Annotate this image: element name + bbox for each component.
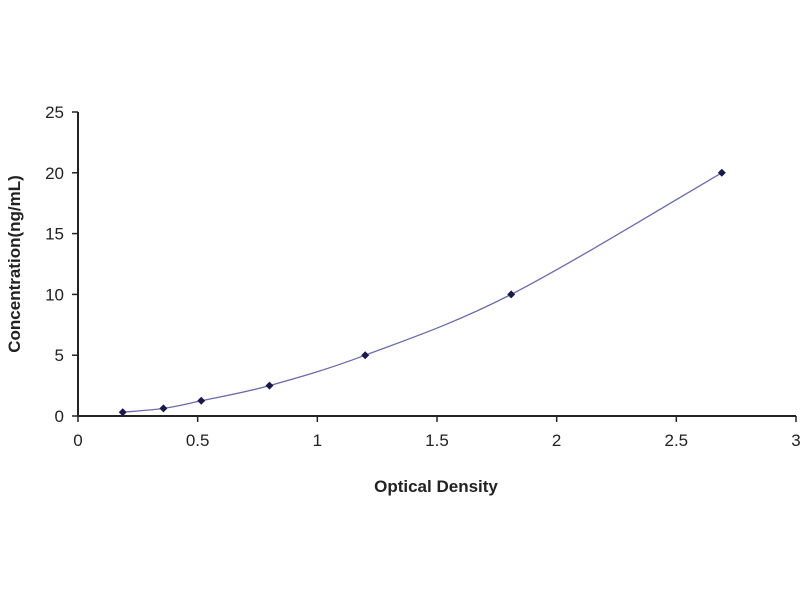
x-tick-label: 1 <box>313 431 322 450</box>
y-tick-label: 25 <box>45 103 64 122</box>
data-points <box>118 168 726 417</box>
y-tick-label: 0 <box>55 407 64 426</box>
data-point <box>118 408 127 417</box>
x-tick-label: 0.5 <box>186 431 210 450</box>
data-point <box>717 168 726 177</box>
data-point <box>361 351 370 360</box>
data-point <box>265 381 274 390</box>
y-tick-label: 20 <box>45 164 64 183</box>
y-tick-label: 10 <box>45 285 64 304</box>
y-axis-title: Concentration(ng/mL) <box>5 175 24 353</box>
x-axis-ticks: 0 0.5 1 1.5 2 2.5 3 <box>73 416 800 450</box>
x-tick-label: 1.5 <box>425 431 449 450</box>
y-tick-label: 15 <box>45 225 64 244</box>
y-tick-label: 5 <box>55 346 64 365</box>
x-tick-label: 2 <box>552 431 561 450</box>
data-point <box>159 404 168 413</box>
y-axis-ticks: 0 5 10 15 20 25 <box>45 103 78 426</box>
data-point <box>197 396 206 405</box>
data-point <box>507 290 516 299</box>
x-tick-label: 3 <box>791 431 800 450</box>
x-tick-label: 2.5 <box>665 431 689 450</box>
x-axis-title: Optical Density <box>374 477 498 496</box>
fit-curve <box>122 172 723 413</box>
x-tick-label: 0 <box>73 431 82 450</box>
